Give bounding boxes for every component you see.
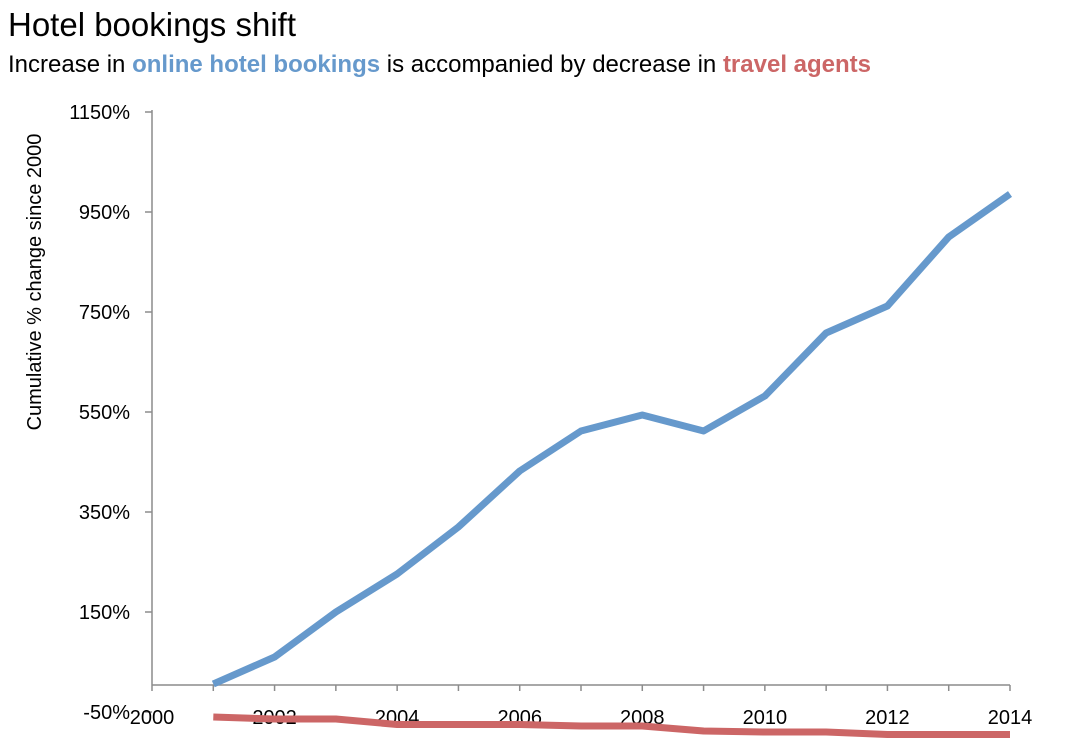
y-tick-label: 1150% [69, 102, 130, 124]
x-tick-label: 2012 [865, 707, 910, 729]
chart-title: Hotel bookings shift [8, 6, 296, 43]
y-axis-label: Cumulative % change since 2000 [24, 134, 46, 431]
subtitle-middle: is accompanied by decrease in [380, 51, 723, 78]
subtitle-highlight-online: online hotel bookings [132, 51, 380, 78]
x-tick-label: 2014 [988, 707, 1033, 729]
x-tick-label: 2000 [130, 707, 175, 729]
y-tick-label: 950% [79, 202, 130, 224]
x-ticks: 2000 2002 2004 2006 2008 2010 2012 2014 [130, 685, 1033, 729]
y-ticks: -50% 150% 350% 550% 750% 950% 1150% [69, 102, 152, 724]
y-tick-label: 150% [79, 602, 130, 624]
subtitle-highlight-travel: travel agents [723, 51, 871, 78]
y-tick-label: 350% [79, 502, 130, 524]
series-group [211, 191, 1013, 738]
subtitle-prefix: Increase in [8, 51, 132, 78]
y-tick-label: -50% [83, 702, 130, 724]
chart-subtitle: Increase in online hotel bookings is acc… [8, 51, 871, 78]
y-tick-label: 750% [79, 302, 130, 324]
x-tick-label: 2010 [743, 707, 788, 729]
series-line-online-bookings [211, 191, 1013, 688]
series-line-travel-agents [213, 713, 1010, 738]
y-tick-label: 550% [79, 402, 130, 424]
